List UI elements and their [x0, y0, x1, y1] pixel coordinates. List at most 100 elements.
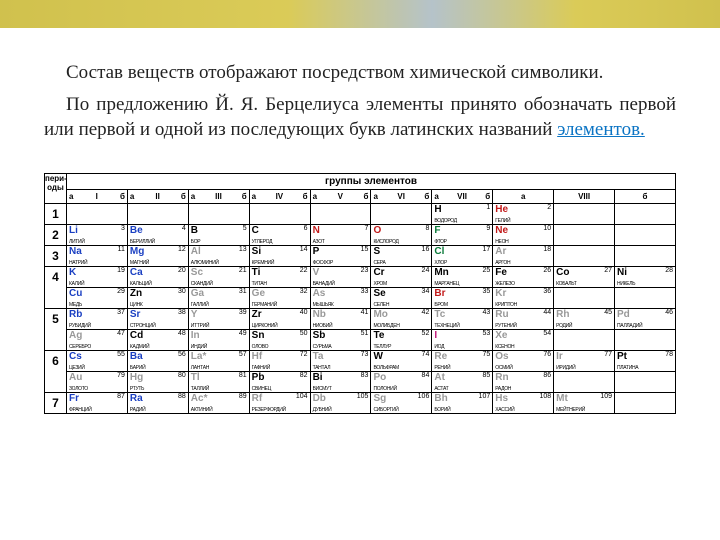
atomic-number: 49 [239, 330, 247, 337]
element-symbol: Rn [495, 373, 508, 383]
element-name: МАГНИЙ [130, 260, 149, 266]
atomic-number: 41 [361, 309, 369, 316]
table-body: 11HВОДОРОД2HeГЕЛИЙ23LiЛИТИЙ4BeБЕРИЛЛИЙ5B… [45, 203, 676, 413]
element-cell: 51SbСУРЬМА [310, 329, 371, 350]
element-cell: 50SnОЛОВО [249, 329, 310, 350]
atomic-number: 1 [486, 204, 490, 211]
atomic-number: 7 [365, 225, 369, 232]
element-cell: 79AuЗОЛОТО [67, 371, 128, 392]
element-cell: 42MoМОЛИБДЕН [371, 308, 432, 329]
element-symbol: Ac* [191, 394, 208, 404]
element-name: ХРОМ [373, 281, 386, 287]
element-symbol: Po [373, 373, 386, 383]
element-symbol: S [373, 247, 380, 257]
element-name: СВИНЕЦ [252, 386, 271, 392]
element-name: УГЛЕРОД [252, 239, 273, 245]
element-symbol: H [434, 205, 441, 215]
period-label: 6 [45, 350, 67, 392]
element-name: АЛЮМИНИЙ [191, 260, 219, 266]
element-cell: 81TlТАЛЛИЙ [188, 371, 249, 392]
element-cell: 76OsОСМИЙ [493, 350, 554, 371]
element-cell: 107BhБОРИЙ [432, 392, 493, 413]
atomic-number: 30 [178, 288, 186, 295]
element-cell: 15PФОСФОР [310, 245, 371, 266]
atomic-number: 19 [117, 267, 125, 274]
element-symbol: Be [130, 226, 143, 236]
atomic-number: 25 [482, 267, 490, 274]
atomic-number: 53 [482, 330, 490, 337]
element-cell: 19KКАЛИЙ [67, 266, 128, 287]
table-head: пери-оды группы элементов аIбаIIбаIIIбаI… [45, 173, 676, 203]
element-cell: 11NaНАТРИЙ [67, 245, 128, 266]
atomic-number: 45 [604, 309, 612, 316]
element-cell [615, 371, 676, 392]
element-cell: 86RnРАДОН [493, 371, 554, 392]
element-name: АРГОН [495, 260, 510, 266]
element-symbol: Br [434, 289, 445, 299]
element-name: АКТИНИЙ [191, 407, 213, 413]
element-name: ЦИРКОНИЙ [252, 323, 278, 329]
element-symbol: Zn [130, 289, 142, 299]
element-name: СЕРЕБРО [69, 344, 91, 350]
element-name: ВОДОРОД [434, 218, 457, 224]
element-symbol: Cr [373, 268, 384, 278]
periods-header: пери-оды [45, 173, 67, 203]
element-symbol: O [373, 226, 381, 236]
element-symbol: Hs [495, 394, 508, 404]
element-cell: 78PtПЛАТИНА [615, 350, 676, 371]
element-cell [554, 245, 615, 266]
element-cell: 17ClХЛОР [432, 245, 493, 266]
element-name: ИРИДИЙ [556, 365, 575, 371]
element-cell: 109MtМЕЙТНЕРИЙ [554, 392, 615, 413]
element-symbol: Kr [495, 289, 506, 299]
atomic-number: 9 [486, 225, 490, 232]
element-name: ПАЛЛАДИЙ [617, 323, 642, 329]
element-symbol: Re [434, 352, 447, 362]
atomic-number: 4 [182, 225, 186, 232]
element-symbol: Na [69, 247, 82, 257]
atomic-number: 27 [604, 267, 612, 274]
atomic-number: 10 [543, 225, 551, 232]
element-symbol: Nb [313, 310, 326, 320]
element-symbol: K [69, 268, 76, 278]
element-name: КАЛЬЦИЙ [130, 281, 152, 287]
atomic-number: 52 [422, 330, 430, 337]
element-symbol: B [191, 226, 198, 236]
period-label: 2 [45, 224, 67, 245]
atomic-number: 55 [117, 351, 125, 358]
element-name: ЛИТИЙ [69, 239, 85, 245]
element-symbol: Ca [130, 268, 143, 278]
element-symbol: Ru [495, 310, 508, 320]
element-symbol: Fe [495, 268, 507, 278]
atomic-number: 82 [300, 372, 308, 379]
group-col-IV: аIVб [249, 189, 310, 203]
element-cell: 40ZrЦИРКОНИЙ [249, 308, 310, 329]
element-cell: 4BeБЕРИЛЛИЙ [127, 224, 188, 245]
element-cell: 54XeКСЕНОН [493, 329, 554, 350]
atomic-number: 50 [300, 330, 308, 337]
elements-link[interactable]: элементов. [557, 119, 645, 140]
element-name: ВОЛЬФРАМ [373, 365, 398, 371]
atomic-number: 16 [422, 246, 430, 253]
element-cell: 41NbНИОБИЙ [310, 308, 371, 329]
atomic-number: 76 [543, 351, 551, 358]
atomic-number: 21 [239, 267, 247, 274]
element-name: НАТРИЙ [69, 260, 87, 266]
element-symbol: V [313, 268, 320, 278]
element-name: ХАССИЙ [495, 407, 514, 413]
paragraph-2: По предложению Й. Я. Берцелиуса элементы… [44, 92, 676, 143]
group-col-II: аIIб [127, 189, 188, 203]
element-symbol: Mt [556, 394, 568, 404]
element-cell: 14SiКРЕМНИЙ [249, 245, 310, 266]
element-symbol: P [313, 247, 320, 257]
atomic-number: 75 [482, 351, 490, 358]
group-col-VIII-b: б [615, 189, 676, 203]
element-name: ИТТРИЙ [191, 323, 209, 329]
atomic-number: 87 [117, 393, 125, 400]
element-name: ТАЛЛИЙ [191, 386, 209, 392]
atomic-number: 78 [665, 351, 673, 358]
atomic-number: 15 [361, 246, 369, 253]
atomic-number: 28 [665, 267, 673, 274]
element-cell [188, 203, 249, 224]
element-symbol: La* [191, 352, 207, 362]
